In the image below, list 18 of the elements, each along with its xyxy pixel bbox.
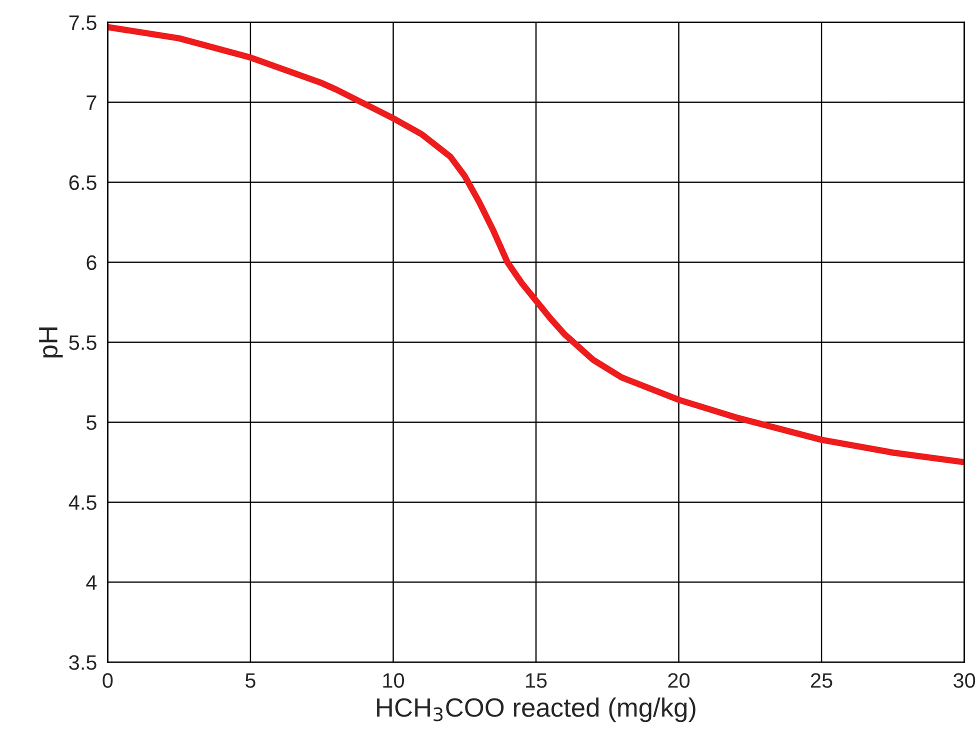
- y-tick-label: 5: [86, 415, 96, 430]
- y-tick-label: 6.5: [69, 175, 96, 190]
- y-tick-label: 4: [86, 575, 97, 590]
- y-tick-label: 5.5: [69, 335, 96, 350]
- x-tick-label: 10: [383, 673, 404, 688]
- y-tick-label: 7.5: [69, 16, 96, 30]
- x-axis-title: HCH$_{3}$COO reacted (mg/kg): [377, 698, 696, 722]
- x-tick-label: 5: [246, 673, 256, 688]
- x-tick-label: 20: [668, 673, 690, 688]
- y-tick-label: 3.5: [69, 655, 96, 670]
- y-tick-label: 7: [86, 96, 96, 110]
- x-tick-label: 30: [954, 673, 976, 688]
- x-tick-label: 0: [102, 673, 113, 688]
- y-tick-label: 4.5: [68, 495, 96, 510]
- y-axis-title: pH: [39, 328, 63, 358]
- y-tick-label: 6: [86, 255, 96, 270]
- x-tick-label: 25: [811, 673, 832, 688]
- x-tick-label: 15: [526, 673, 547, 688]
